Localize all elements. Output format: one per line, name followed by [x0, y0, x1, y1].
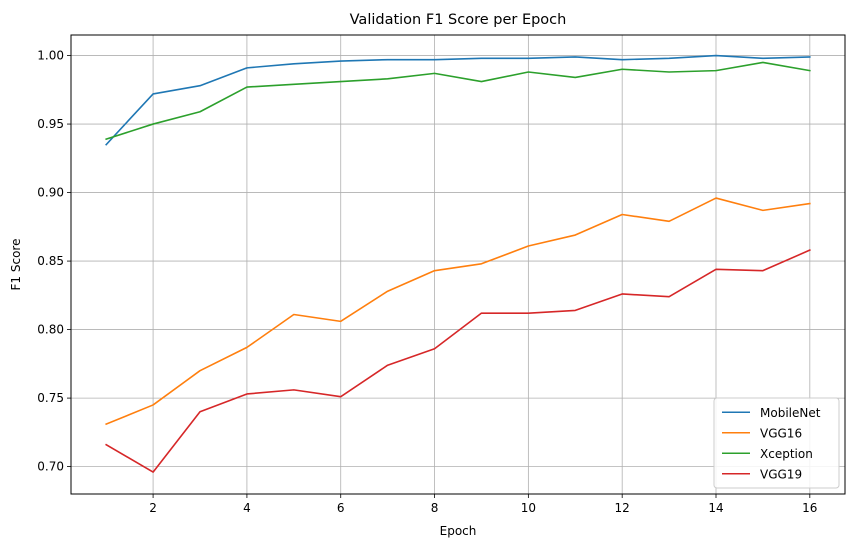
series-line-mobilenet	[105, 54, 811, 146]
x-tick-label: 6	[337, 501, 345, 515]
x-tick-label: 8	[431, 501, 439, 515]
legend: MobileNet VGG16 Xception VGG19	[713, 397, 840, 489]
y-tick-label: 0.70	[37, 460, 64, 474]
legend-box	[713, 397, 840, 489]
y-axis-ticks: 0.70 0.75 0.80 0.85 0.90 0.95 1.00	[37, 49, 71, 474]
x-axis-label: Epoch	[440, 524, 477, 538]
y-tick-label: 1.00	[37, 49, 64, 63]
y-tick-label: 0.95	[37, 117, 64, 131]
series-lines	[105, 54, 811, 473]
x-tick-label: 10	[521, 501, 536, 515]
legend-label-vgg19: VGG19	[760, 467, 802, 481]
legend-label-mobilenet: MobileNet	[760, 406, 821, 420]
legend-label-vgg16: VGG16	[760, 426, 802, 440]
y-tick-label: 0.75	[37, 391, 64, 405]
x-tick-label: 4	[243, 501, 251, 515]
plot-frame	[70, 34, 846, 495]
legend-label-xception: Xception	[760, 447, 813, 461]
series-line-vgg19	[105, 249, 811, 473]
y-axis-label: F1 Score	[9, 239, 23, 291]
x-axis-ticks: 2 4 6 8 10 12 14 16	[149, 494, 817, 515]
series-line-vgg16	[105, 197, 811, 426]
x-tick-label: 14	[708, 501, 723, 515]
y-tick-label: 0.90	[37, 186, 64, 200]
y-tick-label: 0.85	[37, 254, 64, 268]
x-tick-label: 12	[615, 501, 630, 515]
y-tick-label: 0.80	[37, 323, 64, 337]
chart-title: Validation F1 Score per Epoch	[350, 12, 567, 28]
series-line-xception	[105, 61, 811, 141]
x-tick-label: 16	[802, 501, 817, 515]
x-tick-label: 2	[149, 501, 157, 515]
